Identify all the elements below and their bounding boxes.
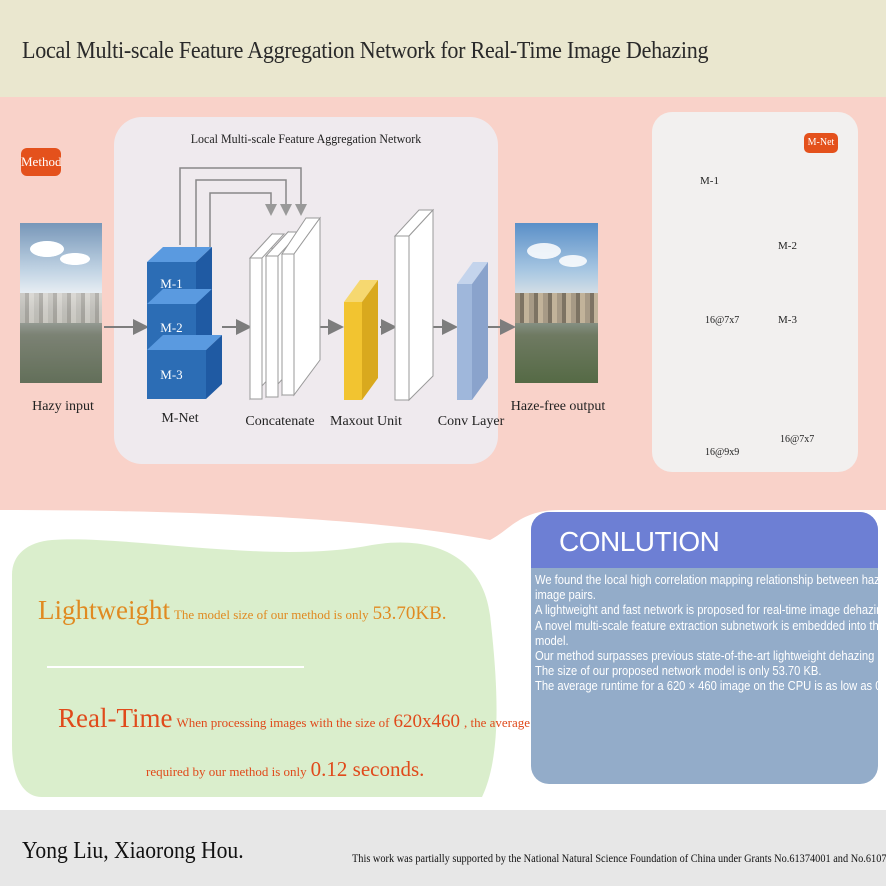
mnet-detail-badge: M-Net bbox=[804, 133, 838, 153]
realtime-size: 620x460 bbox=[393, 711, 461, 732]
conclusion-line: The size of our proposed network model i… bbox=[535, 663, 822, 679]
lightweight-row: Lightweight The model size of our method… bbox=[38, 595, 447, 626]
conclusion-box: CONLUTION We found the local high correl… bbox=[531, 512, 878, 784]
maxout-label: Maxout Unit bbox=[330, 414, 402, 429]
mnet-label-m1: M-1 bbox=[160, 276, 183, 291]
lightweight-value: 53.70KB. bbox=[372, 603, 447, 624]
lightweight-title: Lightweight bbox=[38, 595, 170, 625]
conclusion-header bbox=[531, 512, 878, 568]
conclusion-line: A novel multi-scale feature extraction s… bbox=[535, 617, 878, 633]
authors: Yong Liu, Xiaorong Hou. bbox=[22, 838, 244, 864]
feature-divider bbox=[47, 666, 304, 668]
section-wave bbox=[0, 480, 886, 540]
branch-m3-label: M-3 bbox=[778, 314, 797, 326]
conclusion-line: model. bbox=[535, 632, 569, 648]
mnet-label: M-Net bbox=[161, 411, 199, 426]
acknowledgement: This work was partially supported by the… bbox=[352, 851, 886, 865]
mnet-block-3 bbox=[147, 335, 222, 399]
realtime-text-1: When processing images with the size of bbox=[176, 715, 390, 730]
method-badge: Method bbox=[21, 148, 61, 176]
conclusion-line: We found the local high correlation mapp… bbox=[535, 572, 878, 587]
branch-m2-label: M-2 bbox=[778, 240, 797, 252]
mnet-label-m3: M-3 bbox=[160, 367, 183, 382]
conclusion-text: We found the local high correlation mapp… bbox=[535, 572, 878, 694]
network-panel-title: Local Multi-scale Feature Aggregation Ne… bbox=[190, 131, 422, 146]
dim-label-c: 16@7x7 bbox=[780, 434, 815, 445]
features-background bbox=[12, 539, 497, 797]
output-label: Haze-free output bbox=[510, 399, 606, 414]
lightweight-text: The model size of our method is only bbox=[173, 607, 369, 622]
footer bbox=[0, 810, 886, 886]
conclusion-line: A lightweight and fast network is propos… bbox=[535, 602, 878, 618]
conv-layer-block bbox=[457, 262, 488, 400]
conclusion-title: CONLUTION bbox=[559, 526, 720, 557]
realtime-text-3: required by our method is only bbox=[146, 764, 307, 779]
realtime-value: 0.12 seconds. bbox=[310, 757, 425, 781]
conclusion-line: image pairs. bbox=[535, 587, 596, 603]
conv-layer-label: Conv Layer bbox=[437, 414, 505, 429]
maxout-unit bbox=[344, 280, 378, 400]
concatenate-layers bbox=[248, 216, 321, 401]
haze-free-output-image bbox=[515, 223, 598, 383]
concatenate-label: Concatenate bbox=[245, 414, 315, 429]
conclusion-line: Our method surpasses previous state-of-t… bbox=[535, 648, 878, 664]
hazy-input-image bbox=[20, 223, 102, 383]
hazy-input-label: Hazy input bbox=[32, 399, 94, 414]
mnet-detail-panel bbox=[652, 112, 858, 472]
mnet-label-m2: M-2 bbox=[160, 320, 183, 335]
branch-m1-label: M-1 bbox=[700, 175, 719, 187]
header-banner bbox=[0, 0, 886, 97]
realtime-title: Real-Time bbox=[58, 703, 173, 733]
realtime-row-2: required by our method is only 0.12 seco… bbox=[146, 757, 424, 782]
poster-title: Local Multi-scale Feature Aggregation Ne… bbox=[22, 38, 709, 64]
dim-label-a: 16@7x7 bbox=[705, 315, 740, 326]
conclusion-line: The average runtime for a 620 × 460 imag… bbox=[535, 678, 878, 694]
conv-feature-layer bbox=[393, 208, 435, 402]
dim-label-b: 16@9x9 bbox=[705, 447, 740, 458]
